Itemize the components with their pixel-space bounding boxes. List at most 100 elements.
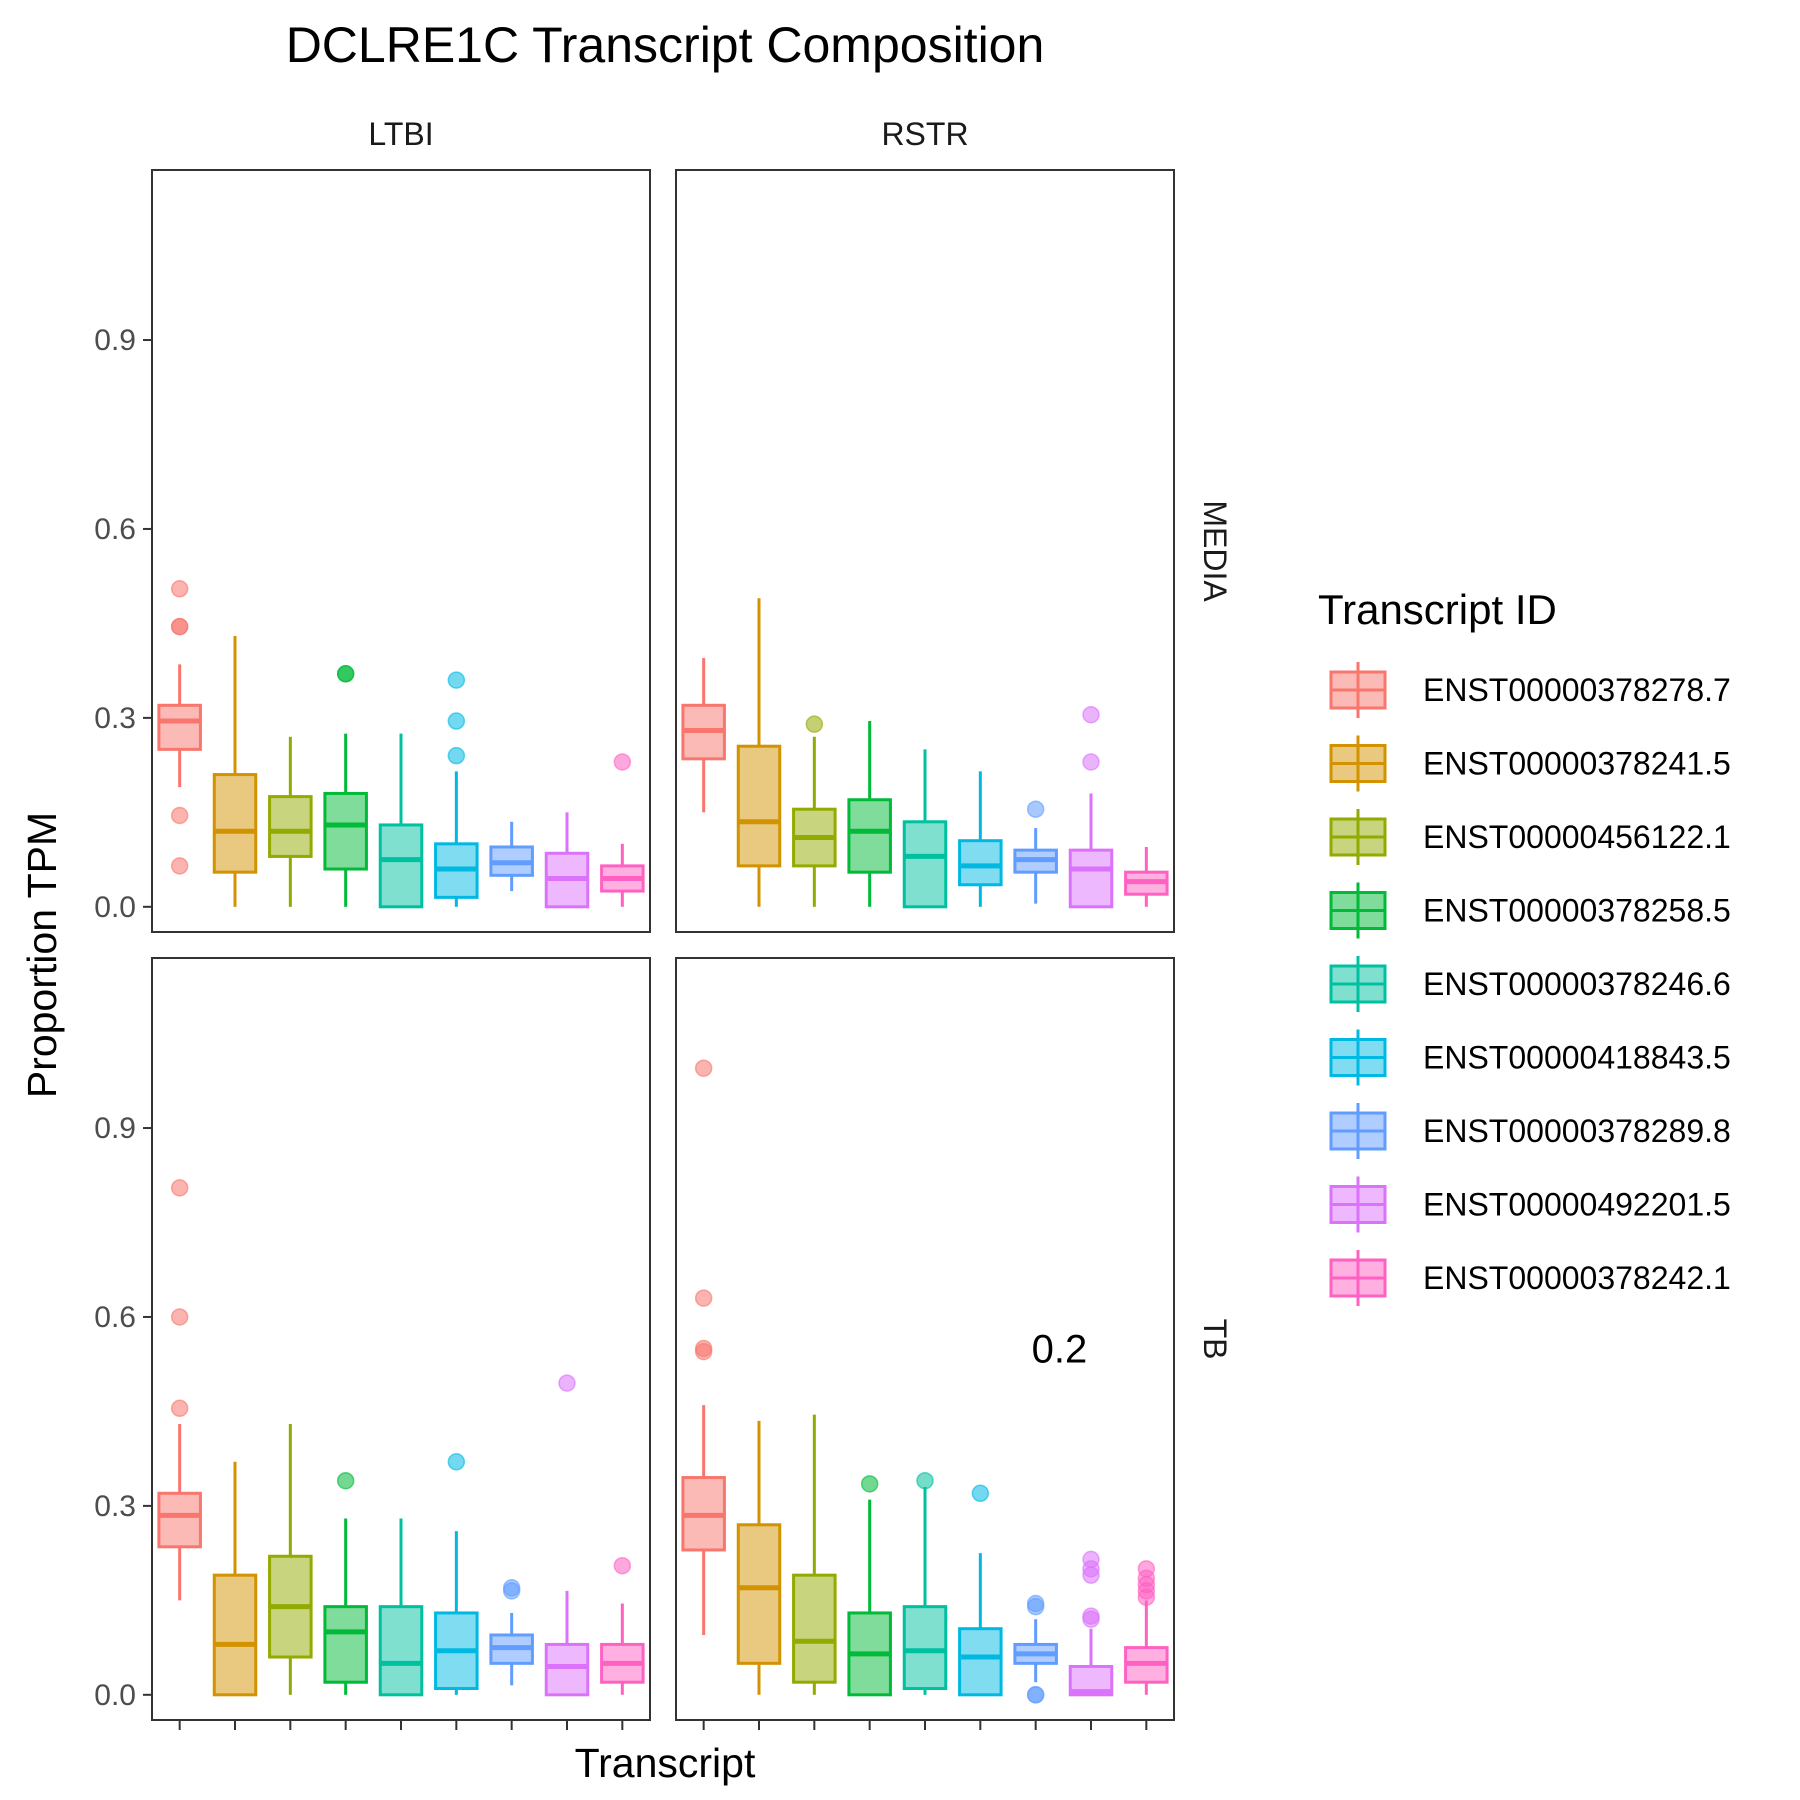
- legend: Transcript ID ENST00000378278.7 ENST00000…: [1318, 586, 1731, 1306]
- legend-item: ENST00000378258.5: [1329, 882, 1731, 939]
- facet-label-rstr: RSTR: [881, 116, 968, 152]
- legend-label: ENST00000378289.8: [1423, 1113, 1731, 1149]
- y-tick-label: 0.0: [94, 891, 136, 924]
- outlier-point: [916, 1471, 934, 1490]
- legend-label: ENST00000378258.5: [1423, 893, 1731, 929]
- legend-label: ENST00000378278.7: [1423, 672, 1731, 708]
- outlier-point: [613, 1556, 632, 1575]
- legend-item: ENST00000492201.5: [1329, 1176, 1731, 1233]
- box-3: [268, 736, 313, 907]
- box-9: [600, 1556, 645, 1695]
- outlier-point: [1026, 1686, 1045, 1704]
- y-tick-label: 0.9: [94, 1112, 136, 1145]
- box-2: [212, 1461, 258, 1697]
- box-body: [323, 791, 368, 871]
- outlier-point: [502, 1582, 521, 1600]
- y-tick-label: 0.6: [94, 1301, 136, 1334]
- box-5: [902, 749, 948, 909]
- facet-label-media: MEDIA: [1197, 500, 1233, 602]
- outlier-point: [971, 1484, 990, 1503]
- outlier-point: [170, 617, 189, 636]
- box-2: [736, 598, 782, 907]
- box-8: [544, 812, 590, 909]
- legend-item: ENST00000378278.7: [1329, 662, 1731, 718]
- legend-item: ENST00000378241.5: [1329, 735, 1731, 792]
- y-tick-label: 0.6: [94, 513, 136, 546]
- box-3: [268, 1424, 313, 1695]
- box-1: [681, 658, 726, 813]
- outlier-point: [170, 1399, 189, 1418]
- y-tick-label: 0.0: [94, 1679, 136, 1712]
- panel-border: [675, 169, 1175, 933]
- outlier-point: [170, 580, 189, 598]
- outlier-point: [336, 665, 355, 683]
- panel-border: [151, 169, 651, 933]
- outlier-point: [170, 806, 189, 825]
- box-body: [268, 795, 313, 858]
- outlier-point: [1082, 705, 1100, 724]
- outlier-point: [447, 746, 466, 765]
- outlier-point: [1137, 1588, 1156, 1606]
- box-8: [1068, 1550, 1114, 1697]
- box-3: [792, 715, 837, 907]
- box-6: [434, 671, 479, 907]
- box-body: [958, 839, 1003, 887]
- box-body: [378, 1605, 424, 1697]
- panel-ltbi-media: 0.0 0.3 0.6 0.9: [94, 169, 651, 933]
- box-body: [792, 1573, 837, 1684]
- outlier-point: [1082, 1610, 1100, 1628]
- facet-label-tb: TB: [1197, 1319, 1233, 1360]
- box-9: [1124, 1560, 1169, 1695]
- box-body: [1068, 848, 1114, 909]
- box-7: [1013, 800, 1058, 904]
- legend-label: ENST00000378242.1: [1423, 1260, 1731, 1296]
- legend-item: ENST00000378289.8: [1329, 1103, 1731, 1159]
- panel-border: [151, 957, 651, 1721]
- box-body: [847, 798, 892, 874]
- box-7: [489, 821, 534, 892]
- outlier-point: [447, 712, 466, 730]
- box-body: [378, 823, 424, 909]
- facet-panels: LTBI RSTRMEDIATB0.00.30.60.90.00.30.60.90…: [94, 116, 1233, 1730]
- x-axis-title: Transcript: [575, 1740, 756, 1786]
- outlier-point: [613, 753, 632, 771]
- outlier-point: [694, 1059, 713, 1077]
- box-body: [323, 1605, 368, 1684]
- outlier-point: [558, 1374, 576, 1392]
- annotation-label: 0.2: [1032, 1327, 1088, 1371]
- box-1: [157, 580, 202, 875]
- box-8: [1068, 705, 1114, 909]
- box-4: [323, 665, 368, 907]
- legend-item: ENST00000378246.6: [1329, 956, 1731, 1012]
- box-9: [1124, 846, 1169, 907]
- box-1: [157, 1179, 202, 1601]
- box-4: [323, 1471, 368, 1695]
- outlier-point: [170, 1179, 189, 1197]
- box-body: [902, 1605, 948, 1691]
- legend-label: ENST00000378241.5: [1423, 746, 1731, 782]
- box-9: [600, 753, 645, 907]
- y-tick-label: 0.3: [94, 1490, 136, 1523]
- outlier-point: [336, 1471, 355, 1490]
- box-body: [212, 773, 258, 874]
- box-body: [736, 1523, 782, 1665]
- box-2: [736, 1420, 782, 1695]
- facet-label-ltbi: LTBI: [368, 116, 433, 152]
- box-7: [1013, 1594, 1058, 1704]
- box-5: [378, 733, 424, 909]
- box-6: [958, 771, 1003, 907]
- box-2: [212, 636, 258, 907]
- box-body: [958, 1627, 1003, 1697]
- outlier-point: [1082, 1566, 1100, 1584]
- outlier-point: [1026, 1597, 1045, 1616]
- legend-label: ENST00000456122.1: [1423, 819, 1731, 855]
- legend-item: ENST00000418843.5: [1329, 1029, 1731, 1086]
- panel-rstr-tb: [675, 957, 1175, 1730]
- outlier-point: [860, 1475, 879, 1493]
- outlier-point: [694, 1289, 713, 1307]
- outlier-point: [805, 715, 824, 733]
- box-4: [847, 721, 892, 907]
- legend-item: ENST00000456122.1: [1329, 809, 1731, 865]
- box-body: [212, 1573, 258, 1697]
